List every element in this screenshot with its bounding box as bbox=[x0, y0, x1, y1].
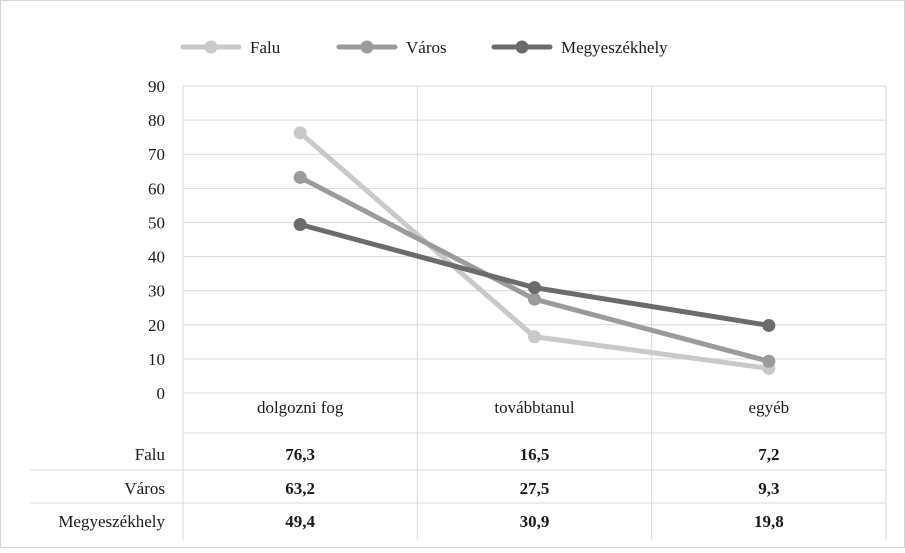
data-point bbox=[293, 217, 307, 231]
y-tick-label: 40 bbox=[148, 248, 165, 267]
table-row-label: Falu bbox=[135, 445, 166, 464]
table-cell-value: 76,3 bbox=[285, 445, 315, 464]
data-point bbox=[528, 292, 541, 306]
data-point bbox=[528, 281, 541, 295]
legend: Falu Város Megyeszékhely bbox=[180, 38, 668, 57]
y-tick-label: 80 bbox=[148, 111, 165, 130]
table-row-label: Megyeszékhely bbox=[58, 512, 165, 531]
table-cell-value: 9,3 bbox=[758, 479, 779, 498]
x-category-label: továbbtanul bbox=[494, 398, 575, 417]
gridlines: 0 10 20 30 40 50 60 70 80 90 bbox=[148, 77, 887, 540]
data-table: dolgozni fog továbbtanul egyéb Falu 76,3 16,5… bbox=[30, 398, 886, 531]
legend-label: Város bbox=[406, 38, 447, 57]
data-point bbox=[293, 126, 307, 140]
y-tick-label: 30 bbox=[148, 282, 165, 301]
table-cell-value: 30,9 bbox=[520, 512, 550, 531]
series-lines bbox=[293, 126, 776, 375]
y-tick-label: 20 bbox=[148, 316, 165, 335]
data-point bbox=[528, 330, 541, 344]
table-cell-value: 16,5 bbox=[520, 445, 550, 464]
y-tick-label: 10 bbox=[148, 350, 165, 369]
y-tick-label: 90 bbox=[148, 77, 165, 96]
data-point bbox=[293, 170, 307, 184]
legend-label: Megyeszékhely bbox=[561, 38, 668, 57]
legend-marker bbox=[204, 40, 218, 54]
y-tick-label: 50 bbox=[148, 213, 165, 232]
y-tick-label: 0 bbox=[157, 384, 166, 403]
legend-marker bbox=[360, 40, 374, 54]
data-point bbox=[762, 354, 776, 368]
table-cell-value: 49,4 bbox=[285, 512, 315, 531]
table-cell-value: 27,5 bbox=[520, 479, 550, 498]
table-cell-value: 7,2 bbox=[758, 445, 779, 464]
table-row-label: Város bbox=[124, 479, 165, 498]
y-tick-label: 70 bbox=[148, 145, 165, 164]
legend-marker bbox=[515, 40, 529, 54]
table-cell-value: 63,2 bbox=[285, 479, 315, 498]
legend-label: Falu bbox=[250, 38, 281, 57]
x-category-label: dolgozni fog bbox=[257, 398, 344, 417]
data-point bbox=[762, 318, 776, 332]
table-cell-value: 19,8 bbox=[754, 512, 784, 531]
y-tick-label: 60 bbox=[148, 179, 165, 198]
x-category-label: egyéb bbox=[749, 398, 790, 417]
